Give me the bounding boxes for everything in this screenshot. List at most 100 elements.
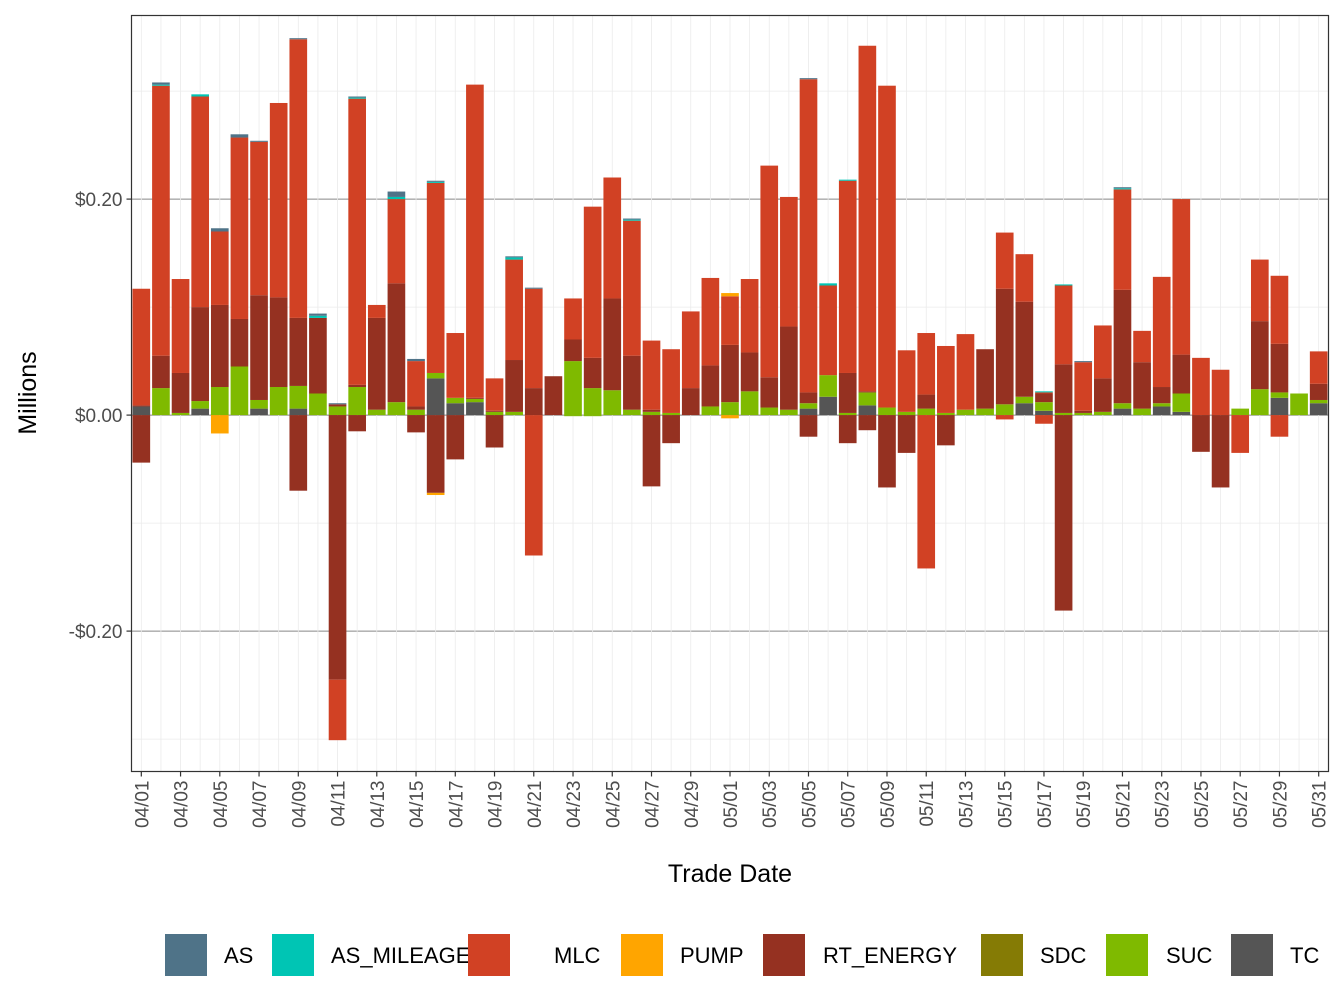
bar-segment-tc: [289, 408, 308, 416]
bar-segment-suc: [819, 375, 837, 397]
bar-segment-as: [407, 358, 425, 362]
bar-segment-suc: [564, 415, 582, 417]
bar-segment-rt-energy: [269, 297, 288, 388]
x-tick-label: 04/29: [682, 781, 703, 829]
bar-segment-as-mileage: [426, 181, 445, 183]
x-tick-label: 05/07: [839, 781, 860, 829]
bar-segment-mlc: [1152, 276, 1171, 388]
bar-segment-rt-energy: [1054, 364, 1073, 413]
bar-segment-suc: [721, 402, 739, 416]
bar-segment-mlc: [1270, 275, 1289, 344]
x-tick-label: 05/11: [917, 781, 938, 827]
bar-segment-suc: [917, 408, 936, 416]
bar-segment-as: [799, 78, 818, 80]
y-tick-label: -$0.20: [69, 622, 123, 643]
bar-segment-mlc: [407, 361, 425, 407]
bar-segment-rt-energy: [995, 288, 1014, 405]
bar-segment-as-mileage: [838, 179, 857, 181]
bar-segment-rt-energy: [1113, 289, 1132, 404]
bar-segment-mlc: [1270, 415, 1289, 437]
bar-segment-rt-energy: [838, 415, 857, 444]
bar-segment-as: [289, 38, 308, 40]
legend-label: AS_MILEAGE: [331, 943, 470, 968]
bar-segment-rt-energy: [1152, 387, 1171, 404]
bar-segment-mlc: [995, 415, 1014, 420]
bar-segment-rt-energy: [250, 295, 268, 400]
bar-segment-rt-energy: [309, 317, 327, 394]
bar-segment-tc: [1015, 403, 1034, 416]
bar-segment-tc: [250, 408, 268, 416]
bar-segment-mlc: [878, 85, 896, 408]
x-tick-label: 04/07: [250, 781, 271, 829]
bar-segment-suc: [1094, 411, 1112, 416]
bar-segment-suc: [1074, 412, 1093, 416]
bar-segment-mlc: [838, 180, 857, 373]
bar-segment-pump: [426, 492, 445, 496]
x-tick-label: 04/23: [564, 781, 585, 829]
bar-segment-mlc: [191, 96, 210, 308]
bar-segment-pump: [210, 415, 229, 434]
bar-segment-suc: [780, 409, 798, 416]
bar-segment-rt-energy: [838, 372, 857, 413]
bar-segment-suc: [1250, 389, 1269, 416]
bar-segment-as: [348, 96, 366, 98]
legend-label: AS: [224, 943, 253, 968]
bar-segment-rt-energy: [799, 415, 818, 437]
bar-segment-suc: [956, 409, 975, 416]
bar-segment-rt-energy: [1309, 383, 1328, 400]
bar-segment-suc: [1015, 396, 1034, 404]
bar-segment-as-mileage: [152, 84, 170, 86]
x-tick-label: 04/17: [446, 781, 467, 829]
bar-segment-suc: [1290, 393, 1308, 416]
bar-segment-suc: [171, 412, 190, 416]
bar-segment-rt-energy: [583, 357, 602, 389]
bar-segment-suc: [623, 409, 641, 416]
bar-segment-suc: [1309, 399, 1328, 404]
x-tick-label: 05/25: [1192, 781, 1213, 829]
bar-segment-mlc: [485, 378, 504, 411]
bar-segment-mlc: [937, 345, 955, 413]
bar-segment-suc: [367, 409, 386, 416]
bar-segment-rt-energy: [210, 304, 229, 388]
bar-segment-tc: [1309, 403, 1328, 416]
bar-segment-suc: [191, 401, 210, 409]
bar-segment-tc: [446, 403, 465, 416]
bar-segment-suc: [230, 366, 249, 416]
bar-segment-rt-energy: [328, 404, 347, 407]
bar-segment-rt-energy: [740, 352, 759, 392]
bar-segment-rt-energy: [191, 307, 210, 402]
y-axis-title: Millions: [14, 351, 42, 434]
x-tick-label: 05/29: [1270, 781, 1291, 829]
bar-segment-mlc: [466, 84, 484, 398]
bar-segment-mlc: [1113, 189, 1132, 290]
bar-segment-tc: [1113, 408, 1132, 416]
x-tick-label: 05/21: [1113, 781, 1134, 829]
x-tick-label: 04/01: [132, 781, 153, 829]
bar-segment-rt-energy: [524, 388, 543, 416]
bar-segment-rt-energy: [1074, 410, 1093, 413]
x-axis-title: Trade Date: [668, 860, 792, 888]
legend-label: TC: [1290, 943, 1319, 968]
bar-segment-as: [210, 228, 229, 232]
bar-segment-mlc: [210, 231, 229, 305]
bar-segment-rt-energy: [858, 391, 877, 393]
bar-segment-suc: [446, 397, 465, 404]
legend-key-suc: [1106, 934, 1148, 976]
bar-segment-mlc: [387, 199, 406, 284]
bar-segment-as: [250, 140, 268, 142]
bar-segment-suc: [897, 411, 916, 416]
bar-segment-rt-energy: [564, 339, 582, 362]
bar-segment-suc: [210, 387, 229, 416]
bar-segment-suc: [858, 392, 877, 406]
bar-segment-rt-energy: [760, 377, 779, 408]
bar-segment-mlc: [1094, 325, 1112, 379]
bar-segment-rt-energy: [780, 326, 798, 410]
bar-segment-as: [505, 256, 523, 258]
bar-segment-as-mileage: [819, 283, 837, 286]
bar-segment-mlc: [250, 141, 268, 296]
bar-segment-rt-energy: [446, 415, 465, 460]
bar-segment-mlc: [1309, 351, 1328, 384]
bar-segment-mlc: [1192, 357, 1210, 416]
x-tick-label: 05/27: [1231, 781, 1252, 829]
legend-label: RT_ENERGY: [823, 943, 957, 968]
